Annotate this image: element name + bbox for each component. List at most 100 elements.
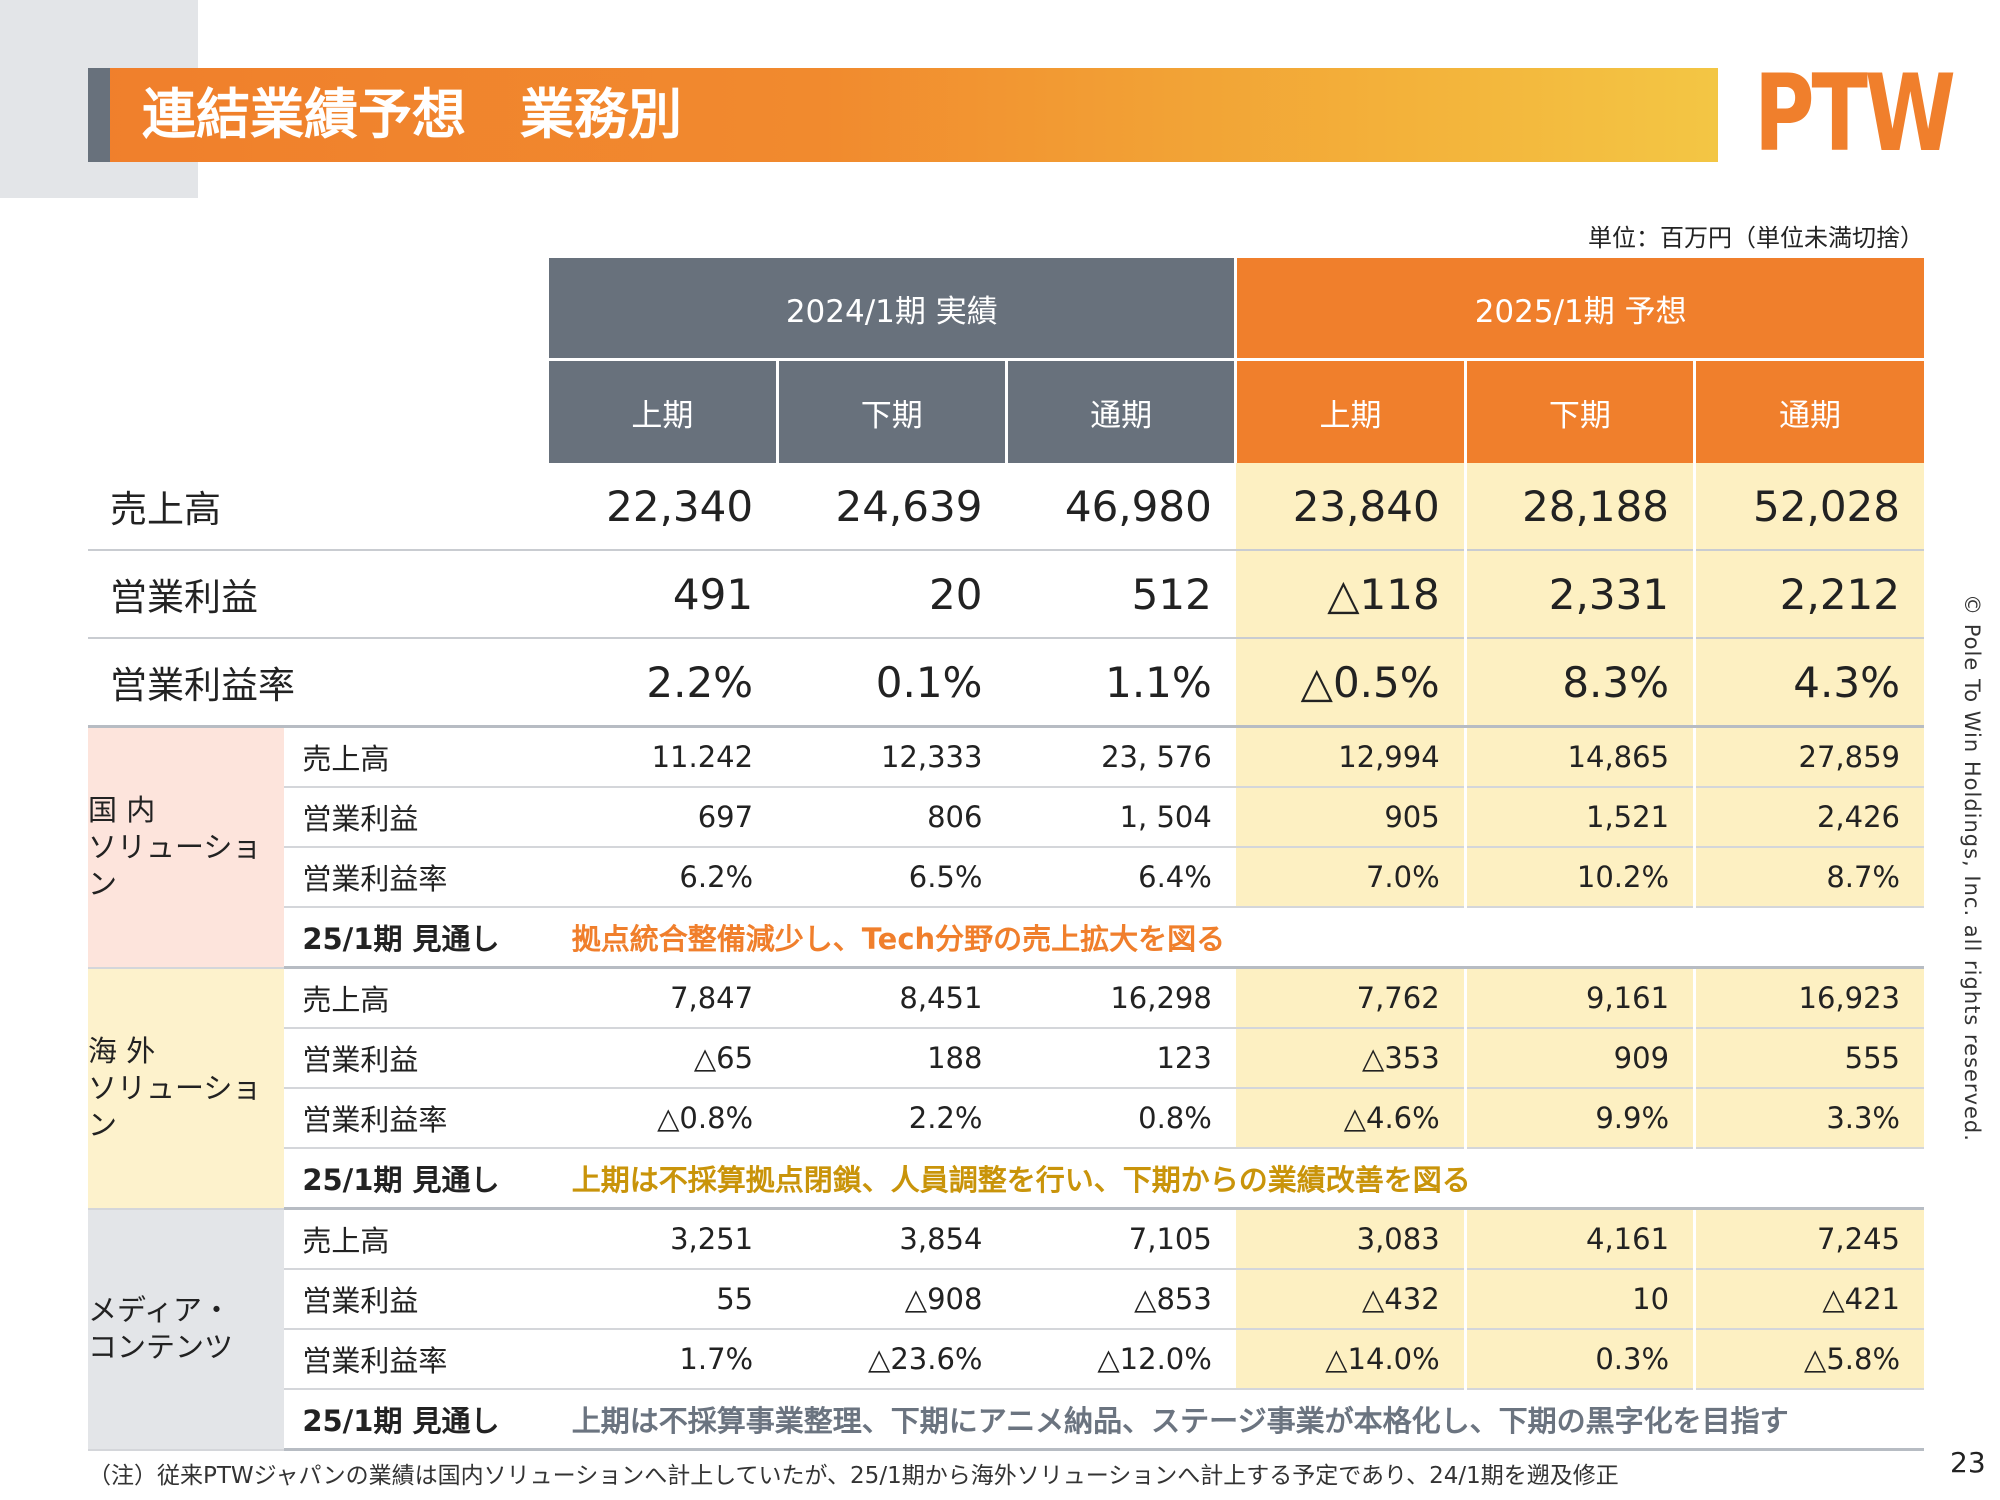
value-cell: 2,426 bbox=[1693, 787, 1924, 848]
period-header: 上期 bbox=[546, 359, 778, 463]
value-cell: △353 bbox=[1235, 1028, 1466, 1089]
ptw-logo: PTW bbox=[1754, 52, 1956, 175]
outlook-row: 25/1期 見通し 上期は不採算拠点閉鎖、人員調整を行い、下期からの業績改善を図… bbox=[88, 1148, 1924, 1210]
value-cell: 8.7% bbox=[1693, 847, 1924, 908]
value-cell: △0.5% bbox=[1235, 638, 1466, 728]
value-cell: △4.6% bbox=[1235, 1088, 1466, 1149]
value-cell: 8,451 bbox=[777, 967, 1007, 1029]
value-cell: 4.3% bbox=[1693, 638, 1924, 728]
outlook-label: 25/1期 見通し bbox=[284, 1148, 548, 1210]
period-header: 上期 bbox=[1234, 359, 1466, 463]
footnote: （注）従来PTWジャパンの業績は国内ソリューションへ計上していたが、25/1期か… bbox=[88, 1463, 1619, 1489]
period-header: 通期 bbox=[1693, 359, 1924, 463]
value-cell: 1, 504 bbox=[1006, 787, 1236, 848]
row-label: 売上高 bbox=[284, 1208, 548, 1270]
value-cell: 7,762 bbox=[1235, 967, 1466, 1029]
summary-row: 営業利益 491 20 512 △118 2,331 2,212 bbox=[88, 550, 1924, 639]
segment-row: 海 外ソリューション 売上高 7,847 8,451 16,298 7,762 … bbox=[88, 967, 1924, 1210]
summary-row: 売上高 22,340 24,639 46,980 23,840 28,188 5… bbox=[88, 463, 1924, 551]
value-cell: 491 bbox=[547, 550, 778, 639]
value-cell: 909 bbox=[1463, 1028, 1695, 1089]
segment-row: 営業利益 55 △908 △853 △432 10 △421 bbox=[88, 1269, 1924, 1330]
value-cell: 512 bbox=[1006, 550, 1236, 639]
outlook-label: 25/1期 見通し bbox=[284, 907, 548, 969]
outlook-row: 25/1期 見通し 上期は不採算事業整理、下期にアニメ納品、ステージ事業が本格化… bbox=[88, 1389, 1924, 1451]
value-cell: 7.0% bbox=[1235, 847, 1466, 908]
value-cell: △0.8% bbox=[547, 1088, 778, 1149]
row-label: 営業利益率 bbox=[284, 1088, 548, 1149]
segment-row: 国 内ソリューション 売上高 11.242 12,333 23, 576 12,… bbox=[88, 726, 1924, 969]
actual-group-header: 2024/1期 実績 bbox=[546, 258, 1236, 361]
value-cell: △14.0% bbox=[1235, 1329, 1466, 1390]
segment-label-domestic: 国 内ソリューション bbox=[88, 726, 285, 969]
value-cell: 16,923 bbox=[1693, 967, 1924, 1029]
period-header: 下期 bbox=[775, 359, 1007, 463]
value-cell: 0.3% bbox=[1463, 1329, 1695, 1390]
value-cell: △23.6% bbox=[777, 1329, 1007, 1390]
row-label: 売上高 bbox=[284, 726, 548, 788]
summary-label: 営業利益率 bbox=[88, 638, 548, 728]
value-cell: 697 bbox=[547, 787, 778, 848]
value-cell: 9,161 bbox=[1463, 967, 1695, 1029]
value-cell: 1,521 bbox=[1463, 787, 1695, 848]
value-cell: 23, 576 bbox=[1006, 726, 1236, 788]
header-row-groups: 2024/1期 実績 2025/1期 予想 bbox=[88, 258, 1924, 361]
summary-row: 営業利益率 2.2% 0.1% 1.1% △0.5% 8.3% 4.3% bbox=[88, 638, 1924, 728]
row-label: 営業利益 bbox=[284, 1028, 548, 1089]
value-cell: 46,980 bbox=[1006, 463, 1236, 551]
value-cell: 55 bbox=[547, 1269, 778, 1330]
value-cell: 20 bbox=[777, 550, 1007, 639]
value-cell: 16,298 bbox=[1006, 967, 1236, 1029]
segment-row: 営業利益 697 806 1, 504 905 1,521 2,426 bbox=[88, 787, 1924, 848]
row-label: 営業利益率 bbox=[284, 847, 548, 908]
segment-row: 営業利益 △65 188 123 △353 909 555 bbox=[88, 1028, 1924, 1089]
value-cell: 7,847 bbox=[547, 967, 778, 1029]
value-cell: 12,994 bbox=[1235, 726, 1466, 788]
value-cell: △65 bbox=[547, 1028, 778, 1089]
segment-row: メディア・ コンテンツ 売上高 3,251 3,854 7,105 3,083 4… bbox=[88, 1208, 1924, 1451]
value-cell: 6.5% bbox=[777, 847, 1007, 908]
segment-row: 営業利益率 6.2% 6.5% 6.4% 7.0% 10.2% 8.7% bbox=[88, 847, 1924, 908]
value-cell: 0.1% bbox=[777, 638, 1007, 728]
summary-label: 売上高 bbox=[88, 463, 548, 551]
value-cell: △12.0% bbox=[1006, 1329, 1236, 1390]
title-accent bbox=[88, 68, 110, 162]
value-cell: △908 bbox=[777, 1269, 1007, 1330]
value-cell: 555 bbox=[1693, 1028, 1924, 1089]
outlook-text: 上期は不採算拠点閉鎖、人員調整を行い、下期からの業績改善を図る bbox=[547, 1148, 1924, 1210]
forecast-group-header: 2025/1期 予想 bbox=[1234, 258, 1924, 361]
row-label: 営業利益率 bbox=[284, 1329, 548, 1390]
value-cell: 4,161 bbox=[1463, 1208, 1695, 1270]
outlook-label: 25/1期 見通し bbox=[284, 1389, 548, 1451]
value-cell: 1.1% bbox=[1006, 638, 1236, 728]
value-cell: △853 bbox=[1006, 1269, 1236, 1330]
value-cell: 8.3% bbox=[1463, 638, 1695, 728]
row-label: 売上高 bbox=[284, 967, 548, 1029]
outlook-text: 拠点統合整備減少し、Tech分野の売上拡大を図る bbox=[547, 907, 1924, 969]
period-header: 下期 bbox=[1463, 359, 1695, 463]
copyright: © Pole To Win Holdings, Inc. all rights … bbox=[1960, 594, 1984, 1142]
outlook-row: 25/1期 見通し 拠点統合整備減少し、Tech分野の売上拡大を図る bbox=[88, 907, 1924, 969]
segment-label-overseas: 海 外ソリューション bbox=[88, 967, 285, 1210]
title-bar bbox=[88, 68, 1718, 162]
unit-note: 単位：百万円（単位未満切捨） bbox=[1588, 224, 1924, 252]
value-cell: 22,340 bbox=[547, 463, 778, 551]
value-cell: 11.242 bbox=[547, 726, 778, 788]
value-cell: 10.2% bbox=[1463, 847, 1695, 908]
value-cell: 3.3% bbox=[1693, 1088, 1924, 1149]
value-cell: 6.2% bbox=[547, 847, 778, 908]
outlook-text: 上期は不採算事業整理、下期にアニメ納品、ステージ事業が本格化し、下期の黒字化を目… bbox=[547, 1389, 1924, 1451]
value-cell: 188 bbox=[777, 1028, 1007, 1089]
segment-row: 営業利益率 △0.8% 2.2% 0.8% △4.6% 9.9% 3.3% bbox=[88, 1088, 1924, 1149]
value-cell: 24,639 bbox=[777, 463, 1007, 551]
value-cell: 905 bbox=[1235, 787, 1466, 848]
summary-label: 営業利益 bbox=[88, 550, 548, 639]
value-cell: 2,212 bbox=[1693, 550, 1924, 639]
segment-label-media: メディア・ コンテンツ bbox=[88, 1208, 285, 1451]
value-cell: 6.4% bbox=[1006, 847, 1236, 908]
value-cell: 7,245 bbox=[1693, 1208, 1924, 1270]
value-cell: △118 bbox=[1235, 550, 1466, 639]
value-cell: 12,333 bbox=[777, 726, 1007, 788]
period-header: 通期 bbox=[1004, 359, 1236, 463]
value-cell: 2,331 bbox=[1463, 550, 1695, 639]
